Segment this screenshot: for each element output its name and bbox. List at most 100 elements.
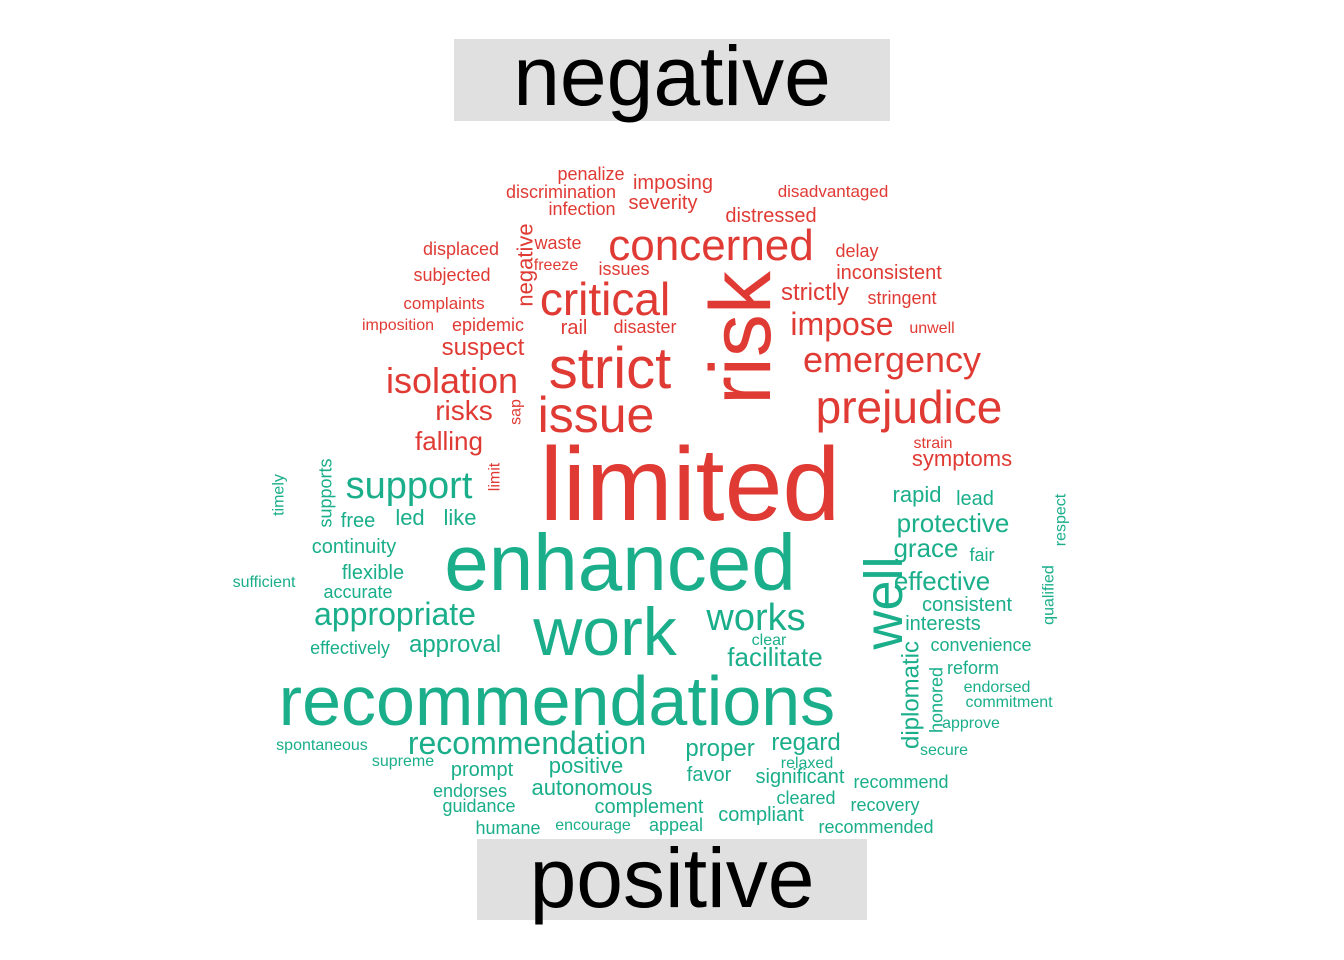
positive-word-respect: respect — [1053, 493, 1070, 546]
positive-word-prompt: prompt — [451, 759, 514, 781]
negative-word-epidemic: epidemic — [452, 315, 524, 335]
negative-word-isolation: isolation — [386, 360, 518, 401]
negative-word-suspect: suspect — [442, 334, 525, 361]
negative-word-freeze: freeze — [534, 257, 579, 274]
positive-word-accurate: accurate — [323, 582, 392, 602]
negative-word-discrimination: discrimination — [506, 182, 616, 202]
positive-word-protective: protective — [897, 508, 1010, 538]
positive-word-cleared: cleared — [776, 788, 835, 808]
positive-word-regard: regard — [771, 729, 840, 756]
positive-word-complement: complement — [595, 796, 704, 818]
negative-word-strict: strict — [549, 336, 671, 401]
negative-word-subjected: subjected — [413, 265, 490, 285]
positive-word-humane: humane — [475, 818, 540, 838]
positive-word-work: work — [532, 594, 678, 670]
negative-word-displaced: displaced — [423, 239, 499, 259]
positive-word-relaxed: relaxed — [781, 755, 833, 772]
positive-word-approval: approval — [409, 631, 501, 658]
negative-word-severity: severity — [629, 192, 698, 214]
positive-word-secure: secure — [920, 742, 968, 759]
negative-word-negative: negative — [513, 223, 538, 306]
negative-word-distressed: distressed — [725, 205, 816, 227]
positive-label-box: positive — [477, 830, 867, 925]
positive-word-recommend: recommend — [853, 772, 948, 792]
positive-word-recovery: recovery — [850, 795, 919, 815]
positive-word-diplomatic: diplomatic — [897, 641, 924, 749]
negative-word-imposing: imposing — [633, 172, 713, 194]
negative-word-rail: rail — [561, 317, 588, 339]
positive-word-works: works — [705, 597, 805, 639]
positive-word-positive: positive — [549, 753, 624, 778]
positive-word-interests: interests — [905, 613, 981, 635]
negative-word-delay: delay — [835, 241, 878, 261]
negative-word-waste: waste — [533, 233, 581, 253]
negative-label-box: negative — [454, 34, 890, 121]
negative-word-infection: infection — [548, 199, 615, 219]
positive-word-supreme: supreme — [372, 753, 434, 770]
positive-word-compliant: compliant — [718, 804, 804, 826]
negative-word-complaints: complaints — [403, 294, 484, 313]
positive-word-appeal: appeal — [649, 815, 703, 835]
positive-word-timely: timely — [271, 474, 288, 516]
negative-word-disadvantaged: disadvantaged — [778, 182, 889, 201]
positive-word-convenience: convenience — [930, 635, 1031, 655]
positive-word-endorses: endorses — [433, 781, 507, 801]
positive-word-like: like — [443, 505, 476, 530]
negative-word-limit: limit — [487, 462, 504, 491]
positive-word-approve: approve — [942, 715, 1000, 732]
negative-word-disaster: disaster — [613, 317, 676, 337]
positive-word-effectively: effectively — [310, 638, 390, 658]
positive-word-reform: reform — [947, 658, 999, 678]
positive-word-recommendation: recommendation — [408, 725, 646, 761]
positive-word-significant: significant — [756, 766, 845, 788]
positive-word-recommended: recommended — [818, 817, 933, 837]
negative-word-critical: critical — [540, 273, 670, 325]
positive-word-encourage: encourage — [555, 817, 631, 834]
positive-word-honored: honored — [926, 667, 946, 733]
positive-word-spontaneous: spontaneous — [276, 737, 368, 754]
positive-word-consistent: consistent — [922, 594, 1012, 616]
negative-word-emergency: emergency — [803, 339, 981, 380]
positive-word-appropriate: appropriate — [314, 596, 476, 632]
positive-word-commitment: commitment — [965, 694, 1053, 711]
negative-word-limited: limited — [540, 427, 841, 543]
negative-word-strain: strain — [913, 435, 952, 452]
positive-word-supports: supports — [315, 458, 335, 527]
positive-word-proper: proper — [685, 735, 754, 762]
positive-word-guidance: guidance — [442, 796, 515, 816]
negative-word-symptoms: symptoms — [912, 446, 1012, 471]
negative-word-risk: risk — [693, 270, 789, 405]
negative-word-falling: falling — [415, 426, 483, 456]
negative-word-inconsistent: inconsistent — [836, 262, 942, 284]
negative-word-concerned: concerned — [608, 221, 813, 270]
positive-word-flexible: flexible — [342, 562, 404, 584]
positive-word-rapid: rapid — [893, 482, 942, 507]
positive-word-favor: favor — [687, 764, 732, 786]
positive-word-qualified: qualified — [1041, 565, 1058, 625]
positive-word-fair: fair — [969, 545, 994, 565]
negative-word-prejudice: prejudice — [816, 381, 1003, 433]
negative-label: negative — [513, 29, 831, 123]
positive-word-well: well — [854, 556, 914, 650]
positive-word-support: support — [346, 465, 473, 507]
positive-word-continuity: continuity — [312, 536, 397, 558]
positive-word-led: led — [395, 505, 424, 530]
negative-word-risks: risks — [435, 395, 493, 426]
positive-word-grace: grace — [893, 533, 958, 563]
negative-word-strictly: strictly — [781, 279, 849, 306]
positive-word-endorsed: endorsed — [964, 679, 1031, 696]
negative-word-imposition: imposition — [362, 317, 434, 334]
positive-word-facilitate: facilitate — [727, 642, 822, 672]
negative-word-impose: impose — [790, 306, 893, 342]
negative-word-stringent: stringent — [867, 288, 936, 308]
negative-word-issue: issue — [538, 387, 655, 443]
positive-word-effective: effective — [894, 566, 990, 596]
negative-word-issues: issues — [598, 259, 649, 279]
positive-word-enhanced: enhanced — [444, 518, 795, 607]
positive-label: positive — [529, 830, 815, 925]
negative-word-sap: sap — [508, 399, 525, 425]
positive-word-clear: clear — [752, 632, 787, 649]
positive-word-lead: lead — [956, 488, 994, 510]
positive-word-recommendations: recommendations — [279, 662, 835, 740]
